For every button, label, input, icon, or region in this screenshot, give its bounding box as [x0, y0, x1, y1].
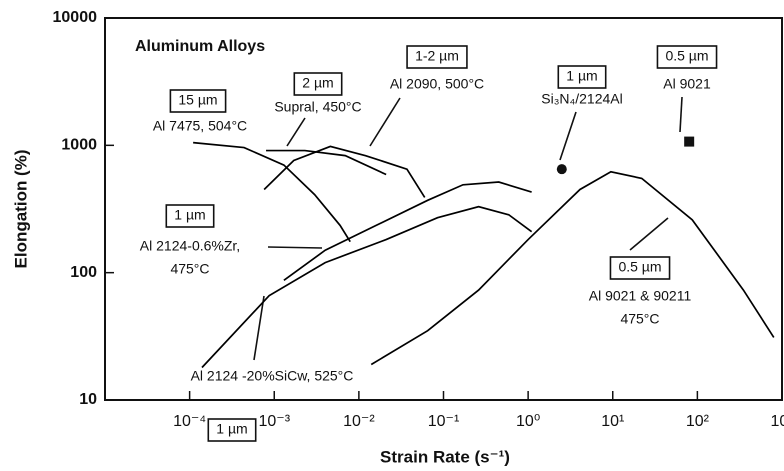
- arrow: [679, 96, 683, 133]
- annotation: Al 9021 & 90211: [589, 288, 692, 304]
- curve: [201, 205, 533, 369]
- curve: [263, 145, 426, 198]
- arrow: [286, 117, 306, 147]
- annotation: Al 2124 -20%SiCw, 525°C: [191, 368, 354, 384]
- x-tick-label: 10²: [686, 413, 710, 430]
- annotation: Al 7475, 504°C: [153, 118, 247, 134]
- x-tick-label: 10⁰: [516, 413, 540, 430]
- annotation: Supral, 450°C: [274, 99, 361, 115]
- y-tick-label: 10: [79, 391, 97, 408]
- label-box: [169, 89, 227, 113]
- annotation: Al 2090, 500°C: [390, 76, 484, 92]
- annotation: 475°C: [170, 261, 209, 277]
- label-box: [293, 72, 343, 96]
- label-box: [207, 418, 257, 442]
- label-box: [609, 256, 671, 280]
- x-tick-label: 10⁻³: [258, 413, 290, 430]
- size-label: 1-2 µm: [415, 48, 459, 64]
- label-box: [165, 204, 215, 228]
- label-box: [557, 65, 607, 89]
- size-label: 0.5 µm: [618, 259, 661, 275]
- curve: [266, 149, 387, 176]
- x-tick-label: 10⁻¹: [428, 413, 460, 430]
- chart-title: Aluminum Alloys: [135, 38, 265, 55]
- arrow: [267, 246, 323, 249]
- size-label: 1 µm: [216, 421, 247, 437]
- x-tick-label: 10³: [770, 413, 784, 430]
- arrows: [253, 96, 683, 361]
- y-tick-label: 1000: [61, 137, 97, 154]
- size-label: 2 µm: [302, 75, 333, 91]
- annotation: Si₃N₄/2124Al: [541, 91, 622, 107]
- curve: [193, 141, 351, 243]
- data-point: [684, 136, 695, 147]
- size-label: 1 µm: [174, 207, 205, 223]
- y-tick-label: 100: [70, 264, 97, 281]
- label-box: [656, 45, 718, 69]
- data-point: [556, 164, 567, 175]
- x-axis-label: Strain Rate (s⁻¹): [380, 447, 510, 466]
- x-tick-label: 10⁻⁴: [173, 413, 206, 430]
- y-tick-label: 10000: [53, 9, 98, 26]
- annotation: Al 9021: [663, 76, 711, 92]
- size-label: 15 µm: [178, 92, 217, 108]
- curve: [370, 170, 775, 366]
- y-axis-label: Elongation (%): [11, 150, 30, 269]
- arrow: [559, 111, 577, 161]
- arrow: [369, 97, 401, 147]
- x-tick-label: 10¹: [601, 413, 624, 430]
- size-label: 0.5 µm: [665, 48, 708, 64]
- size-label: 1 µm: [566, 68, 597, 84]
- curve: [283, 181, 532, 282]
- x-tick-label: 10⁻²: [343, 413, 375, 430]
- annotation: 475°C: [620, 311, 659, 327]
- arrow: [253, 295, 265, 361]
- arrow: [629, 217, 669, 251]
- annotation: Al 2124-0.6%Zr,: [140, 238, 240, 254]
- label-box: [406, 45, 468, 69]
